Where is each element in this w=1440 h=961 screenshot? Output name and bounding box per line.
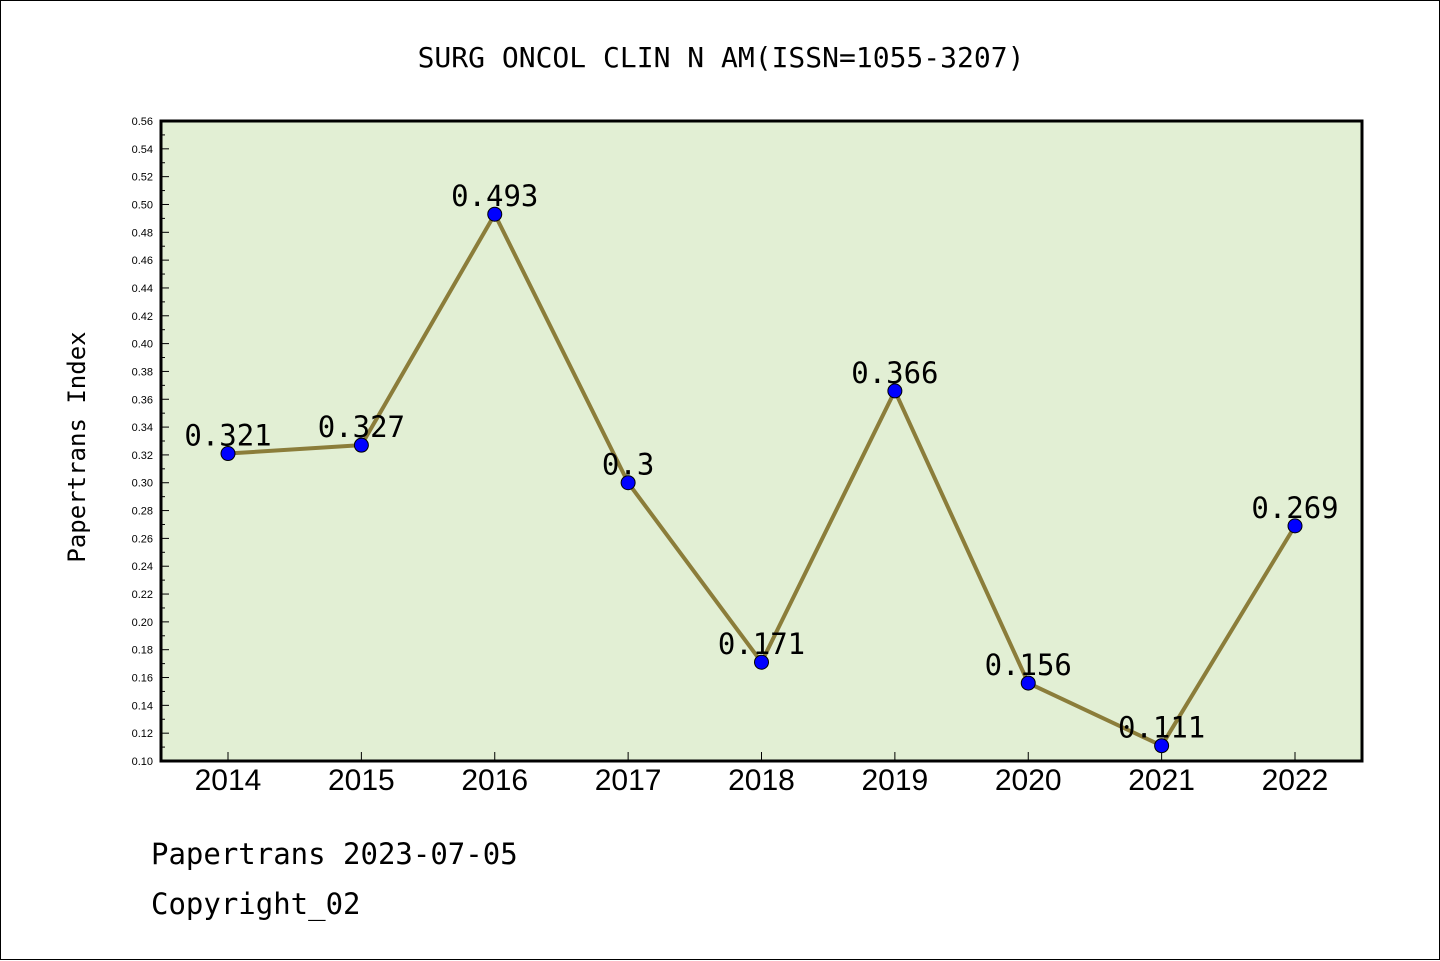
footer-date: Papertrans 2023-07-05 (151, 837, 518, 871)
x-tick-label: 2021 (1128, 764, 1195, 797)
y-tick-label: 0.16 (132, 673, 153, 685)
data-point (220, 446, 236, 462)
y-axis-ticks: 0.10 0.12 0.14 0.16 0.18 0.20 0.22 0.24 0.26 0.28… (132, 116, 169, 768)
y-tick-label: 0.10 (132, 756, 153, 768)
data-label: 0.366 (851, 356, 938, 390)
y-tick-label: 0.28 (132, 506, 153, 518)
y-tick-label: 0.30 (132, 478, 153, 490)
x-tick-label: 2015 (328, 764, 395, 797)
x-tick-label: 2022 (1262, 764, 1329, 797)
data-point (1154, 738, 1170, 754)
data-point (487, 206, 503, 222)
y-tick-label: 0.46 (132, 255, 153, 267)
y-tick-label: 0.48 (132, 227, 153, 239)
chart-title: SURG ONCOL CLIN N AM(ISSN=1055-3207) (418, 41, 1025, 74)
y-axis-label: Papertrans Index (63, 331, 91, 562)
data-point (887, 383, 903, 399)
y-tick-label: 0.22 (132, 589, 153, 601)
data-point (620, 475, 636, 491)
y-tick-label: 0.56 (132, 116, 153, 128)
data-point (353, 437, 369, 453)
data-label: 0.171 (718, 627, 805, 661)
y-tick-label: 0.14 (132, 700, 153, 712)
y-tick-label: 0.54 (132, 144, 153, 156)
x-tick-label: 2016 (461, 764, 528, 797)
y-tick-label: 0.18 (132, 645, 153, 657)
data-point (754, 654, 769, 670)
data-label: 0.269 (1251, 491, 1338, 525)
y-tick-label: 0.12 (132, 728, 153, 740)
data-label: 0.111 (1118, 711, 1205, 745)
footer-copyright: Copyright_02 (151, 887, 361, 921)
data-point (1020, 675, 1036, 691)
data-point (1287, 518, 1303, 534)
y-tick-label: 0.34 (132, 422, 153, 434)
y-tick-label: 0.20 (132, 617, 153, 629)
y-tick-label: 0.44 (132, 283, 153, 295)
data-label: 0.493 (451, 179, 538, 213)
series-layer (220, 206, 1303, 754)
data-label: 0.321 (184, 419, 271, 453)
y-tick-label: 0.38 (132, 366, 153, 378)
y-tick-label: 0.26 (132, 533, 153, 545)
x-tick-label: 2019 (862, 764, 929, 797)
x-tick-label: 2018 (728, 764, 795, 797)
y-tick-label: 0.40 (132, 339, 153, 351)
y-tick-label: 0.36 (132, 394, 153, 406)
y-tick-label: 0.32 (132, 450, 153, 462)
y-tick-label: 0.52 (132, 172, 153, 184)
y-tick-label: 0.50 (132, 199, 153, 211)
y-tick-label: 0.42 (132, 311, 153, 323)
x-tick-label: 2020 (995, 764, 1062, 797)
data-label: 0.3 (602, 448, 654, 482)
data-labels: 0.321 0.327 0.493 0.3 0.171 0.366 0.156 0.111 0.… (184, 179, 1338, 744)
y-tick-label: 0.24 (132, 561, 153, 573)
data-label: 0.156 (985, 648, 1072, 682)
data-label: 0.327 (318, 410, 405, 444)
x-tick-label: 2014 (195, 764, 262, 797)
x-tick-label: 2017 (595, 764, 662, 797)
x-axis-ticks: 2014 2015 2016 2017 2018 2019 2020 2021 2022 (195, 752, 1329, 797)
